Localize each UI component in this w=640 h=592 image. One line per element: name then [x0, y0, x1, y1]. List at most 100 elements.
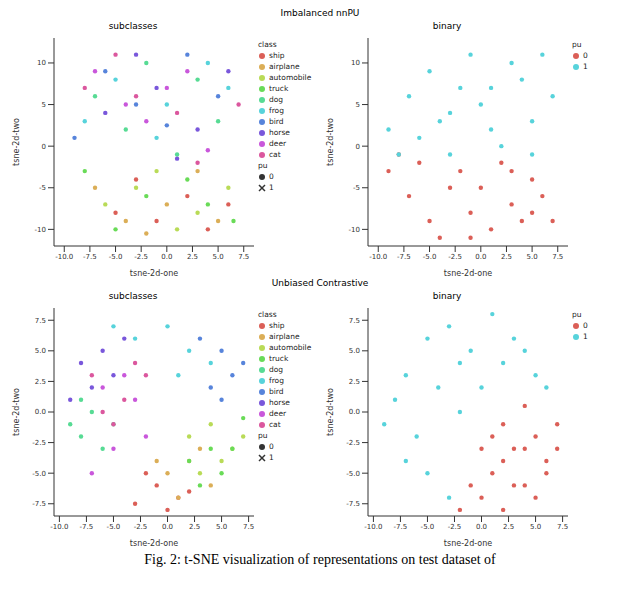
html-text:0: 0 — [583, 51, 588, 60]
svg-text:5: 5 — [356, 101, 360, 109]
svg-text:0: 0 — [356, 143, 360, 151]
html-text:0: 0 — [269, 172, 274, 181]
svg-text:-10: -10 — [35, 226, 46, 234]
svg-text:tsne-2d-one: tsne-2d-one — [130, 539, 178, 548]
svg-text:2.5: 2.5 — [349, 378, 360, 386]
html-text:1: 1 — [269, 183, 274, 192]
svg-text:-7.5: -7.5 — [394, 523, 408, 531]
svg-text:0: 0 — [42, 143, 46, 151]
svg-text:tsne-2d-two: tsne-2d-two — [326, 388, 335, 436]
svg-text:-2.5: -2.5 — [448, 523, 462, 531]
svg-text:tsne-2d-two: tsne-2d-two — [12, 118, 21, 166]
svg-text:-10.0: -10.0 — [369, 253, 387, 261]
svg-text:7.5: 7.5 — [552, 253, 563, 261]
html-text:horse: horse — [269, 128, 290, 137]
html-text:binary: binary — [432, 21, 462, 31]
svg-text:5: 5 — [42, 101, 46, 109]
html-text:subclasses: subclasses — [108, 21, 158, 31]
svg-text:5.0: 5.0 — [349, 347, 360, 355]
html-text:ship: ship — [269, 51, 285, 60]
html-text:class: class — [258, 40, 277, 49]
svg-text:0.0: 0.0 — [161, 253, 172, 261]
html-text:subclasses: subclasses — [108, 291, 158, 301]
svg-text:0.0: 0.0 — [35, 408, 46, 416]
html-text:Unbiased Contrastive: Unbiased Contrastive — [271, 278, 369, 288]
svg-text:2.5: 2.5 — [503, 523, 514, 531]
html-text:pu: pu — [258, 431, 268, 440]
svg-text:-2.5: -2.5 — [134, 523, 148, 531]
svg-text:10: 10 — [37, 59, 46, 67]
svg-text:-5: -5 — [39, 184, 46, 192]
svg-text:7.5: 7.5 — [349, 317, 360, 325]
svg-text:0.0: 0.0 — [349, 408, 360, 416]
svg-text:-5.0: -5.0 — [423, 253, 437, 261]
svg-text:-2.5: -2.5 — [448, 253, 462, 261]
html-text:truck: truck — [269, 354, 289, 363]
svg-text:2.5: 2.5 — [189, 523, 200, 531]
html-text:frog: frog — [269, 106, 284, 115]
html-text:airplane: airplane — [269, 62, 300, 71]
html-text:cat: cat — [269, 420, 281, 429]
svg-text:-2.5: -2.5 — [346, 439, 360, 447]
html-text:horse: horse — [269, 398, 290, 407]
svg-text:5.0: 5.0 — [35, 347, 46, 355]
html-text:cat: cat — [269, 150, 281, 159]
html-text:deer: deer — [269, 409, 287, 418]
html-text:frog: frog — [269, 376, 284, 385]
svg-text:0.0: 0.0 — [162, 523, 173, 531]
html-text:Imbalanced nnPU: Imbalanced nnPU — [280, 8, 360, 18]
svg-text:-7.5: -7.5 — [32, 500, 46, 508]
svg-text:5.0: 5.0 — [527, 253, 538, 261]
svg-text:tsne-2d-one: tsne-2d-one — [444, 539, 492, 548]
html-text:airplane: airplane — [269, 332, 300, 341]
html-text:automobile: automobile — [269, 73, 312, 82]
html-text:ship: ship — [269, 321, 285, 330]
svg-text:-5: -5 — [353, 184, 360, 192]
svg-text:-10: -10 — [349, 226, 360, 234]
html-text:pu: pu — [572, 40, 582, 49]
html-text:class: class — [258, 310, 277, 319]
html-text:deer: deer — [269, 139, 287, 148]
svg-text:-10.0: -10.0 — [50, 523, 68, 531]
svg-text:0.0: 0.0 — [475, 253, 486, 261]
svg-text:-7.5: -7.5 — [80, 523, 94, 531]
svg-text:7.5: 7.5 — [243, 523, 254, 531]
svg-text:-2.5: -2.5 — [32, 439, 46, 447]
svg-text:tsne-2d-one: tsne-2d-one — [444, 269, 492, 278]
html-text:dog: dog — [269, 95, 284, 104]
svg-text:-5.0: -5.0 — [32, 470, 46, 478]
html-text:pu: pu — [258, 161, 268, 170]
svg-text:-7.5: -7.5 — [83, 253, 97, 261]
svg-text:5.0: 5.0 — [216, 523, 227, 531]
svg-text:tsne-2d-two: tsne-2d-two — [326, 118, 335, 166]
html-text:dog: dog — [269, 365, 284, 374]
svg-text:7.5: 7.5 — [238, 253, 249, 261]
svg-text:-5.0: -5.0 — [107, 523, 121, 531]
html-text:automobile: automobile — [269, 343, 312, 352]
svg-text:-2.5: -2.5 — [134, 253, 148, 261]
svg-text:tsne-2d-one: tsne-2d-one — [130, 269, 178, 278]
svg-text:2.5: 2.5 — [187, 253, 198, 261]
svg-text:-10.0: -10.0 — [364, 523, 382, 531]
svg-text:2.5: 2.5 — [35, 378, 46, 386]
svg-text:-10.0: -10.0 — [55, 253, 73, 261]
svg-text:-7.5: -7.5 — [397, 253, 411, 261]
svg-text:tsne-2d-two: tsne-2d-two — [12, 388, 21, 436]
svg-text:7.5: 7.5 — [35, 317, 46, 325]
svg-text:-5.0: -5.0 — [346, 470, 360, 478]
svg-text:-7.5: -7.5 — [346, 500, 360, 508]
html-text:bird: bird — [269, 117, 284, 126]
svg-text:7.5: 7.5 — [557, 523, 568, 531]
svg-text:10: 10 — [351, 59, 360, 67]
svg-text:2.5: 2.5 — [501, 253, 512, 261]
svg-text:-5.0: -5.0 — [109, 253, 123, 261]
svg-text:0.0: 0.0 — [476, 523, 487, 531]
html-text:truck: truck — [269, 84, 289, 93]
html-text:bird: bird — [269, 387, 284, 396]
svg-text:5.0: 5.0 — [530, 523, 541, 531]
svg-text:5.0: 5.0 — [213, 253, 224, 261]
html-text:binary: binary — [432, 291, 462, 301]
svg-text:-5.0: -5.0 — [421, 523, 435, 531]
html-text:pu: pu — [572, 310, 582, 319]
html-text:Fig. 2: t-SNE visualization of: Fig. 2: t-SNE visualization of represent… — [144, 552, 496, 567]
